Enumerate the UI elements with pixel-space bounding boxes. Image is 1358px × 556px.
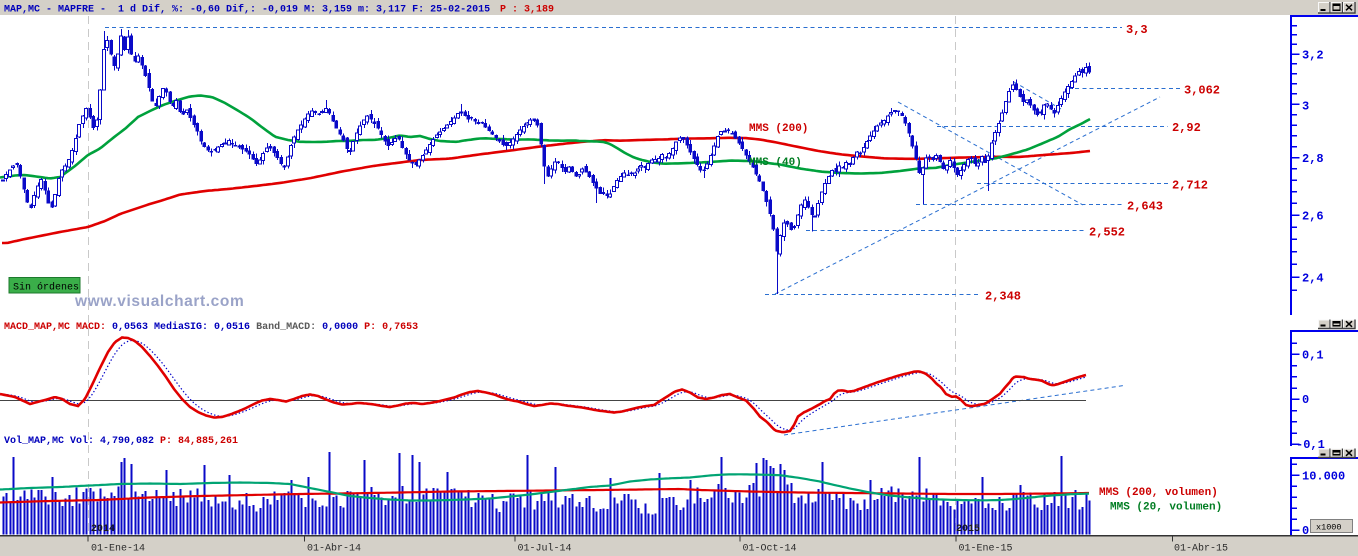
svg-text:MMS (40): MMS (40) — [749, 157, 802, 169]
svg-text:01-Jul-14: 01-Jul-14 — [518, 543, 572, 555]
svg-text:MMS (200, volumen): MMS (200, volumen) — [1099, 487, 1218, 499]
svg-text:2,643: 2,643 — [1127, 200, 1163, 214]
svg-text:www.visualchart.com: www.visualchart.com — [74, 293, 244, 310]
svg-text:3,3: 3,3 — [1126, 23, 1148, 37]
svg-text:01-Ene-14: 01-Ene-14 — [91, 544, 145, 555]
svg-text:2,552: 2,552 — [1089, 226, 1125, 240]
svg-text:0,1: 0,1 — [1302, 349, 1324, 363]
svg-text:0: 0 — [1302, 524, 1309, 538]
svg-text:Vol_MAP,MC Vol: 4,790,082 P: 8: Vol_MAP,MC Vol: 4,790,082 P: 84,885,261 — [4, 435, 238, 447]
svg-text:2014: 2014 — [91, 524, 115, 535]
svg-text:0: 0 — [1302, 393, 1309, 407]
svg-text:2,348: 2,348 — [985, 290, 1021, 304]
svg-text:01-Ene-15: 01-Ene-15 — [959, 544, 1013, 555]
svg-text:MMS (20, volumen): MMS (20, volumen) — [1110, 502, 1222, 514]
svg-text:2,6: 2,6 — [1302, 210, 1324, 224]
svg-text:MAP,MC - MAPFRE - 1 d Dif, %:: MAP,MC - MAPFRE - 1 d Dif, %: -0,60 Dif,… — [4, 4, 554, 16]
svg-text:01-Oct-14: 01-Oct-14 — [743, 544, 797, 555]
svg-text:2,4: 2,4 — [1302, 272, 1324, 286]
svg-text:3,062: 3,062 — [1184, 84, 1220, 98]
svg-text:2,92: 2,92 — [1172, 121, 1201, 135]
svg-text:MMS (200): MMS (200) — [749, 123, 808, 135]
svg-text:2,8: 2,8 — [1302, 152, 1324, 166]
svg-text:10.000: 10.000 — [1302, 470, 1345, 484]
svg-text:Sin órdenes: Sin órdenes — [13, 282, 79, 294]
svg-text:x1000: x1000 — [1316, 523, 1342, 533]
svg-text:MACD_MAP,MC MACD: 0,0563 Media: MACD_MAP,MC MACD: 0,0563 MediaSIG: 0,051… — [4, 321, 418, 333]
svg-text:3,2: 3,2 — [1302, 49, 1324, 63]
svg-text:-0,1: -0,1 — [1296, 438, 1325, 452]
svg-text:01-Abr-14: 01-Abr-14 — [307, 543, 361, 555]
svg-text:3: 3 — [1302, 100, 1309, 114]
svg-text:2,712: 2,712 — [1172, 179, 1208, 193]
svg-text:2015: 2015 — [956, 524, 980, 535]
svg-text:01-Abr-15: 01-Abr-15 — [1174, 543, 1228, 555]
